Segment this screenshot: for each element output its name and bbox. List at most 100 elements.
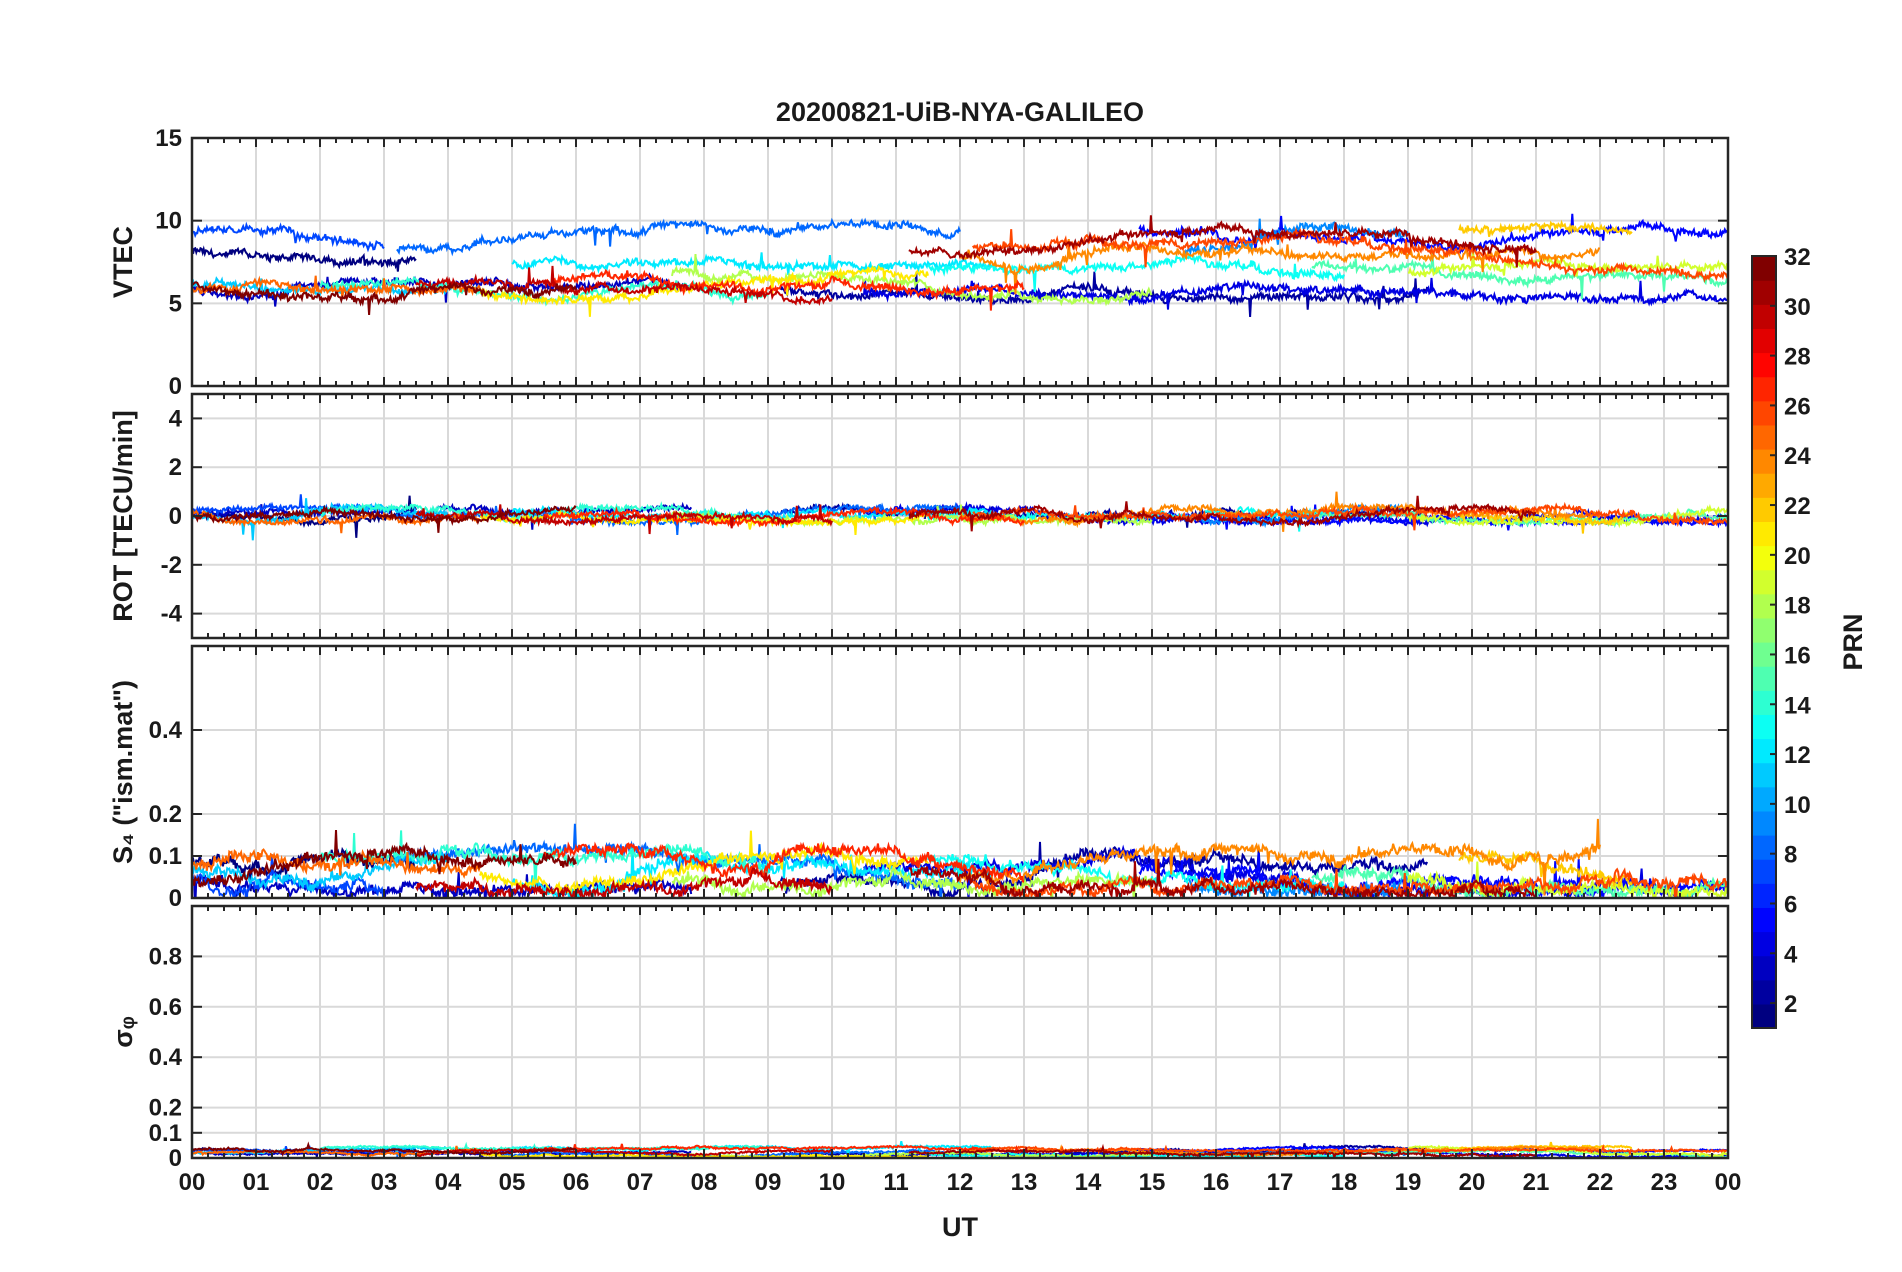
y-tick-label: 10 <box>155 208 182 235</box>
y-tick-label: 0 <box>169 373 182 400</box>
y-tick-label: 0.1 <box>149 1120 182 1147</box>
y-axis-label: σᵩ <box>108 1016 138 1047</box>
colorbar-segment <box>1752 762 1776 788</box>
series-line-prn-22 <box>1458 219 1633 238</box>
colorbar-segment <box>1752 569 1776 595</box>
series-line-prn-31 <box>908 1143 1537 1158</box>
panel-3: 0 0.1 0.2 0.4 S₄ ("ism.mat") <box>108 644 1730 912</box>
series-line-prn-31 <box>908 215 1537 268</box>
y-tick-label: 0.2 <box>149 801 182 828</box>
series-line-prn-13 <box>927 251 1345 292</box>
y-tick-label: -2 <box>161 552 182 579</box>
series-line-prn-5 <box>1138 213 1728 255</box>
x-tick-label: 22 <box>1587 1169 1614 1196</box>
y-tick-label: 0 <box>169 1145 182 1172</box>
colorbar-tick-label: 24 <box>1784 443 1811 470</box>
series-line-prn-7 <box>192 221 385 253</box>
colorbar-tick-label: 16 <box>1784 642 1811 669</box>
colorbar-segment <box>1752 280 1776 305</box>
x-tick-label: 14 <box>1075 1169 1102 1196</box>
series-line-prn-27 <box>543 268 1025 311</box>
x-tick-label: 15 <box>1139 1169 1166 1196</box>
series-line-prn-30 <box>415 265 833 306</box>
colorbar-segment <box>1752 955 1776 981</box>
y-tick-label: 5 <box>169 290 182 317</box>
colorbar-segment <box>1752 256 1776 281</box>
colorbar-segment <box>1752 690 1776 715</box>
y-tick-label: 0.4 <box>149 1044 183 1071</box>
x-tick-label: 09 <box>755 1169 782 1196</box>
y-axis-label: VTEC <box>108 226 138 298</box>
colorbar-frame <box>1751 255 1777 1029</box>
colorbar-segment <box>1752 835 1776 860</box>
colorbar-tick-label: 8 <box>1784 842 1797 869</box>
y-tick-label: 0 <box>169 503 182 530</box>
colorbar-segment <box>1752 352 1776 378</box>
colorbar-segment <box>1752 304 1776 329</box>
x-axis-label: UT <box>942 1212 978 1242</box>
series-line-prn-32 <box>192 504 577 533</box>
series-line-prn-15 <box>1311 253 1728 300</box>
colorbar-tick-label: 12 <box>1784 742 1811 769</box>
y-tick-label: 0.1 <box>149 843 182 870</box>
colorbar-segment <box>1752 666 1776 691</box>
colorbar-tick-label: 4 <box>1784 941 1798 968</box>
colorbar-tick-label: 26 <box>1784 393 1811 420</box>
series-group <box>192 491 1728 541</box>
x-tick-label: 11 <box>883 1169 908 1196</box>
x-tick-label: 00 <box>1715 1169 1742 1196</box>
y-tick-label: 0.2 <box>149 1095 182 1122</box>
series-line-prn-8 <box>396 217 961 257</box>
series-line-prn-26 <box>971 867 1728 898</box>
x-tick-label: 18 <box>1331 1169 1358 1196</box>
colorbar-tick-label: 10 <box>1784 792 1811 819</box>
colorbar-segment <box>1752 738 1776 764</box>
x-tick-label: 16 <box>1203 1169 1230 1196</box>
colorbar-segment <box>1752 907 1776 933</box>
series-group <box>192 213 1728 317</box>
series-line-prn-24 <box>959 238 1601 295</box>
colorbar-segment <box>1752 593 1776 619</box>
series-line-prn-32 <box>192 830 577 888</box>
series-line-prn-1 <box>192 245 417 272</box>
x-tick-label: 17 <box>1267 1169 1294 1196</box>
x-tick-label: 04 <box>435 1169 462 1196</box>
colorbar-segment <box>1752 859 1776 884</box>
colorbar-tick-label: 14 <box>1784 692 1811 719</box>
y-tick-label: 0.8 <box>149 943 182 970</box>
colorbar-tick-label: 18 <box>1784 593 1811 620</box>
x-tick-label: 06 <box>563 1169 590 1196</box>
x-tick-label: 00 <box>179 1169 206 1196</box>
series-group <box>192 818 1728 898</box>
y-tick-label: 4 <box>169 405 183 432</box>
x-tick-label: 13 <box>1011 1169 1038 1196</box>
colorbar-segment <box>1752 979 1776 1005</box>
series-line-prn-30 <box>415 504 833 535</box>
y-axis-label: ROT [TECU/min] <box>108 410 138 621</box>
colorbar-segment <box>1752 521 1776 547</box>
colorbar-segment <box>1752 1003 1776 1029</box>
colorbar-tick-label: 30 <box>1784 294 1811 321</box>
series-line-prn-14 <box>319 1141 769 1154</box>
y-tick-label: -4 <box>161 601 183 628</box>
series-line-prn-27 <box>543 841 1025 883</box>
x-tick-label: 20 <box>1459 1169 1486 1196</box>
x-tick-label: 01 <box>243 1169 270 1196</box>
colorbar-segment <box>1752 449 1776 474</box>
series-line-prn-31 <box>908 858 1537 898</box>
x-tick-label: 21 <box>1523 1169 1550 1196</box>
x-tick-label: 10 <box>819 1169 846 1196</box>
colorbar-tick-label: 28 <box>1784 344 1811 371</box>
x-tick-label: 08 <box>691 1169 718 1196</box>
colorbar-segment <box>1752 786 1776 812</box>
x-tick-label: 07 <box>627 1169 654 1196</box>
colorbar-segment <box>1752 473 1776 498</box>
y-tick-label: 0.6 <box>149 994 182 1021</box>
x-tick-label: 23 <box>1651 1169 1678 1196</box>
colorbar-tick-label: 20 <box>1784 543 1811 570</box>
y-axis-label: S₄ ("ism.mat") <box>108 680 138 864</box>
x-tick-label: 02 <box>307 1169 334 1196</box>
colorbar-segment <box>1752 931 1776 957</box>
